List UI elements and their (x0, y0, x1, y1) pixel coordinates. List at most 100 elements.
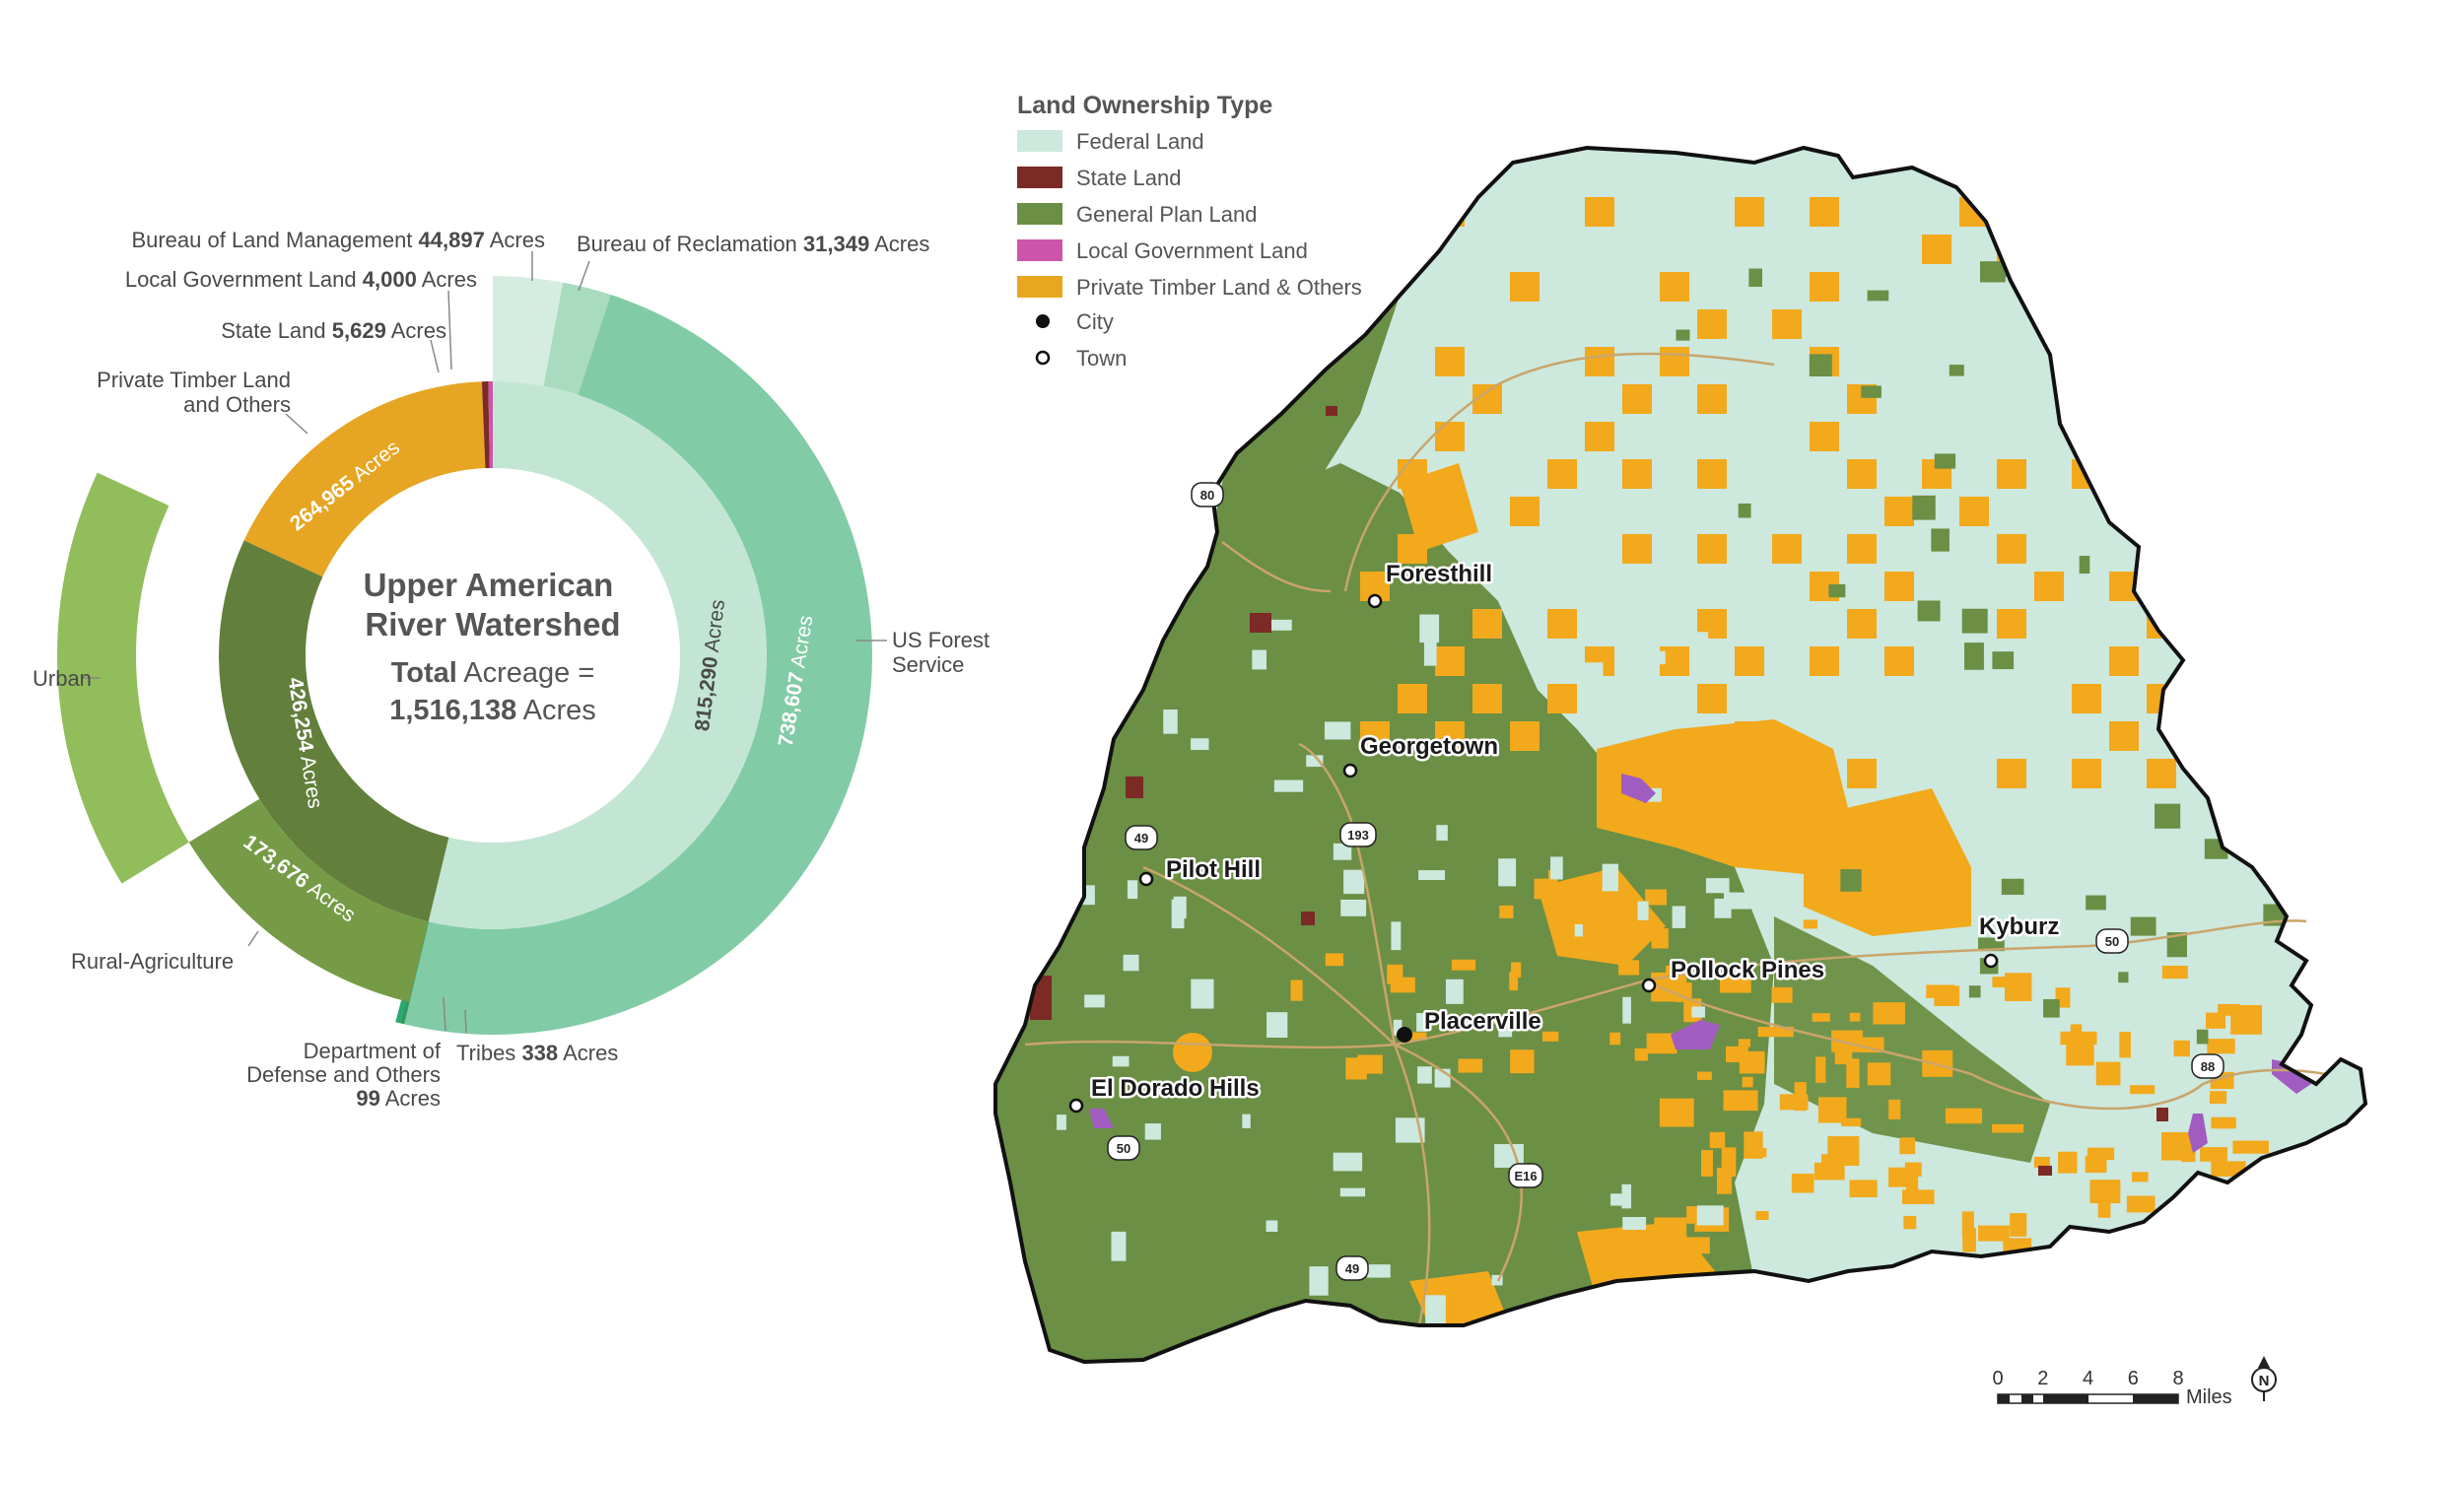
timber-parcel (1840, 1117, 1862, 1127)
timber-parcel (1626, 1228, 1639, 1240)
timber-parcel (1609, 1032, 1621, 1046)
callout-usfs: US Forest Service (892, 628, 990, 677)
timber-parcel (1509, 971, 1519, 991)
timber-parcel (1472, 684, 1502, 713)
callout-dod: Department of Defense and Others 99 Acres (246, 1039, 442, 1111)
federal-patch (1436, 825, 1448, 842)
legend-item-federal-land: Federal Land (1076, 129, 1204, 154)
scale-ticks: 0 2 4 6 8 (1992, 1368, 2183, 1389)
federal-patch (1690, 632, 1709, 642)
general-plan-patch (2261, 554, 2276, 580)
label-urban-outer: 218,635 Acres (172, 581, 204, 715)
timber-parcel (1788, 968, 1816, 979)
timber-parcel (1645, 889, 1668, 906)
federal-patch (1623, 1282, 1633, 1295)
legend-swatch-local-government-land (1017, 239, 1062, 261)
timber-parcel (2109, 721, 2139, 751)
svg-text:N: N (2259, 1373, 2270, 1389)
timber-parcel (1884, 497, 1914, 526)
federal-patch (1111, 1231, 1127, 1261)
timber-parcel (1398, 235, 1427, 264)
inner-slice-federal-land (428, 381, 767, 930)
timber-parcel (1945, 1108, 1983, 1124)
timber-parcel (1922, 235, 1951, 264)
outer-slice-rural-agriculture (188, 798, 429, 1002)
timber-parcel (2033, 1156, 2050, 1168)
federal-patch (1598, 697, 1615, 727)
timber-parcel (1815, 1056, 1826, 1083)
timber-parcel (1738, 1039, 1751, 1047)
inner-slice-private-timber-land-and-others (243, 381, 486, 577)
general-plan-patch (2198, 628, 2214, 647)
timber-parcel (1435, 347, 1465, 376)
total-value: 1,516,138 (389, 695, 516, 726)
highway-80-shield: 80 (1191, 482, 1224, 507)
timber-parcel (1656, 931, 1667, 945)
timber-parcel (1742, 1076, 1753, 1088)
timber-parcel (1360, 721, 1390, 751)
federal-patch (1626, 690, 1656, 711)
general-plan-patch (2132, 386, 2159, 415)
timber-parcel (1899, 1137, 1916, 1155)
timber-parcel (1810, 272, 1839, 302)
pilot-hill-marker (1138, 871, 1154, 887)
place-pilot-hill: Pilot Hill (1166, 856, 1261, 883)
timber-parcel (2095, 1061, 2121, 1086)
city-symbol (1036, 314, 1050, 328)
place-placerville: Placerville (1424, 1008, 1541, 1035)
callout-private-timber: Private Timber Land and Others (97, 368, 291, 417)
timber-parcel (1810, 646, 1839, 676)
federal-patch (1057, 1114, 1066, 1130)
federal-patch (1112, 1055, 1129, 1067)
timber-parcel (1435, 422, 1465, 451)
callout-blm: Bureau of Land Management 44,897 Acres (131, 228, 545, 252)
general-plan-area (995, 463, 1774, 1362)
timber-parcel (1978, 1225, 2010, 1242)
timber-parcel (1511, 962, 1522, 979)
timber-parcel (1585, 197, 1614, 227)
place-georgetown: Georgetown (1360, 733, 1498, 760)
svg-text:193: 193 (1347, 828, 1369, 843)
legend-swatch-federal-land (1017, 130, 1062, 152)
timber-parcel (2066, 1041, 2094, 1066)
timber-parcel (1472, 609, 1502, 639)
legend-title: Land Ownership Type (1017, 92, 1272, 119)
timber-parcel (1585, 422, 1614, 451)
federal-patch (1191, 979, 1214, 1009)
callout-urban: Urban (33, 666, 92, 691)
timber-parcel (1510, 721, 1540, 751)
timber-parcel (1846, 1058, 1860, 1088)
legend-swatch-general-plan-land (1017, 203, 1062, 225)
timber-parcel (1757, 1026, 1794, 1038)
timber-parcel (1772, 309, 1802, 339)
federal-patch (1498, 1019, 1513, 1038)
place-foresthill: Foresthill (1386, 561, 1492, 587)
federal-patch (1191, 738, 1209, 751)
scale-tick: 2 (2037, 1368, 2048, 1389)
timber-parcel (2034, 197, 2064, 227)
timber-parcel (1847, 459, 1877, 489)
highway-88-shield: 88 (2191, 1053, 2224, 1079)
timber-parcel (1553, 905, 1580, 914)
timber-parcel (2131, 1172, 2149, 1182)
federal-patch (1084, 994, 1105, 1008)
timber-parcel (2060, 1031, 2097, 1046)
chart-title-line1: Upper American (364, 567, 614, 603)
general-plan-patch (1978, 937, 2005, 952)
timber-parcel (1903, 1215, 1917, 1230)
timber-parcel (1997, 459, 2026, 489)
timber-parcel (2062, 1235, 2083, 1253)
timber-parcel (2126, 1195, 2156, 1213)
timber-parcel (1547, 609, 1577, 639)
general-plan-patch (1968, 985, 1981, 998)
timber-parcel (1622, 459, 1652, 489)
timber-parcel (2109, 197, 2139, 227)
timber-parcel (1959, 497, 1989, 526)
general-plan-patch (1961, 608, 1988, 634)
svg-text:49: 49 (1345, 1261, 1359, 1276)
donut-center: Upper American River Watershed Total Acr… (364, 567, 621, 726)
federal-patch (1309, 1266, 1329, 1296)
total-label: Total (391, 657, 457, 689)
legend-item-local-government-land: Local Government Land (1076, 238, 1308, 263)
timber-parcel (1551, 886, 1573, 897)
